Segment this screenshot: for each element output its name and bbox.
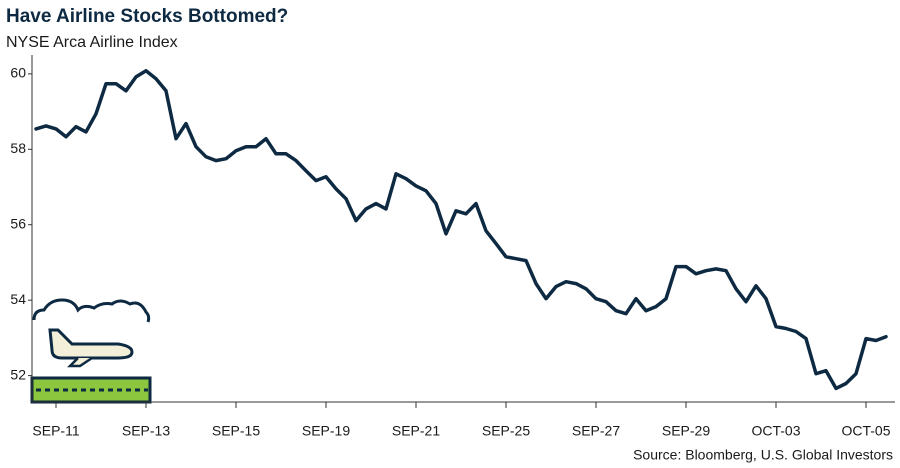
y-tick-label: 58 (10, 140, 26, 156)
x-tick-label: SEP-13 (122, 423, 170, 439)
plane-wing (66, 356, 93, 368)
x-tick-label: SEP-19 (302, 423, 350, 439)
plane (48, 328, 134, 360)
price-line (34, 69, 888, 391)
x-tick-label: SEP-27 (572, 423, 620, 439)
airplane-icon (30, 298, 152, 404)
x-tick-label: OCT-05 (841, 423, 890, 439)
y-tick-label: 56 (10, 215, 26, 231)
y-tick-label: 52 (10, 366, 26, 382)
x-tick-label: OCT-03 (751, 423, 800, 439)
x-tick-label: SEP-21 (392, 423, 440, 439)
x-tick-label: SEP-25 (482, 423, 530, 439)
y-tick-label: 60 (10, 65, 26, 81)
source-note: Source: Bloomberg, U.S. Global Investors (633, 447, 893, 463)
chart-subtitle: NYSE Arca Airline Index (6, 34, 178, 51)
chart-title: Have Airline Stocks Bottomed? (6, 6, 288, 27)
x-tick-label: SEP-29 (662, 423, 710, 439)
cloud (32, 298, 151, 323)
x-tick-label: SEP-15 (212, 423, 260, 439)
y-tick-label: 54 (10, 291, 26, 307)
x-tick-label: SEP-11 (32, 423, 79, 439)
